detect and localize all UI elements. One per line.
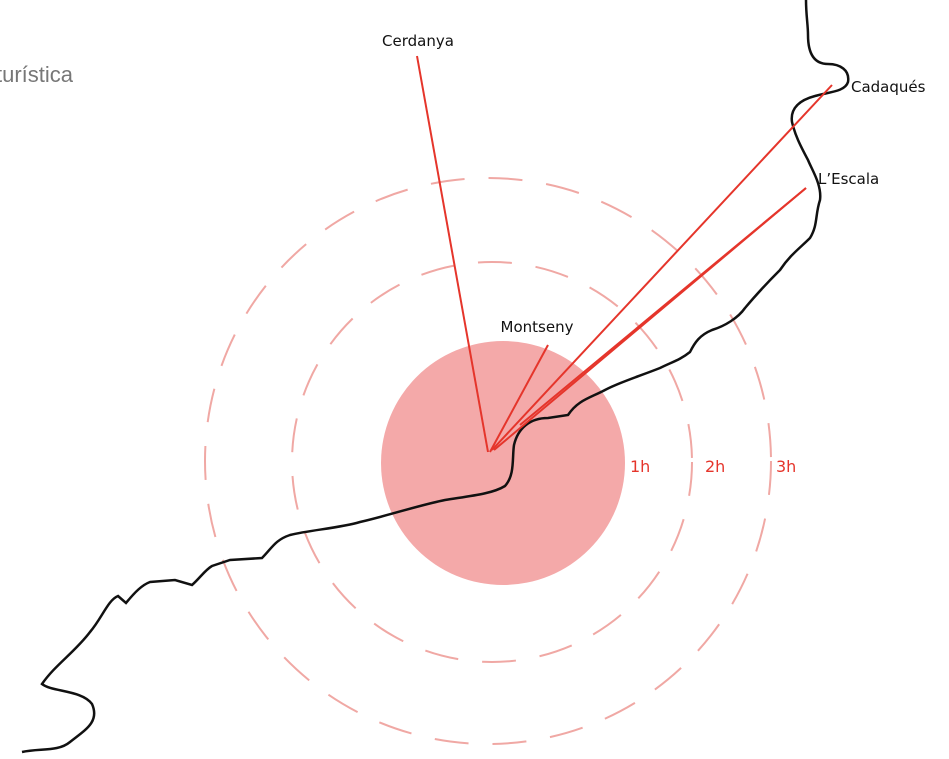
route-cerdanya xyxy=(416,55,489,453)
route-lescala-2 xyxy=(493,187,807,451)
ring-label: 2h xyxy=(705,457,725,476)
coastline xyxy=(21,0,850,754)
ring-label: 1h xyxy=(630,457,650,476)
ring-label: 3h xyxy=(776,457,796,476)
place-label: Montseny xyxy=(501,318,574,336)
place-label: Cadaqués xyxy=(851,78,926,96)
two-hour-ring xyxy=(291,261,693,663)
place-label: Cerdanya xyxy=(382,32,454,50)
one-hour-area xyxy=(381,341,625,585)
three-hour-ring xyxy=(204,177,772,745)
route-cadaques xyxy=(491,84,833,451)
page-title: turística xyxy=(0,62,74,87)
route-montseny xyxy=(489,344,549,453)
routes xyxy=(416,55,833,453)
place-label: L’Escala xyxy=(818,170,879,188)
